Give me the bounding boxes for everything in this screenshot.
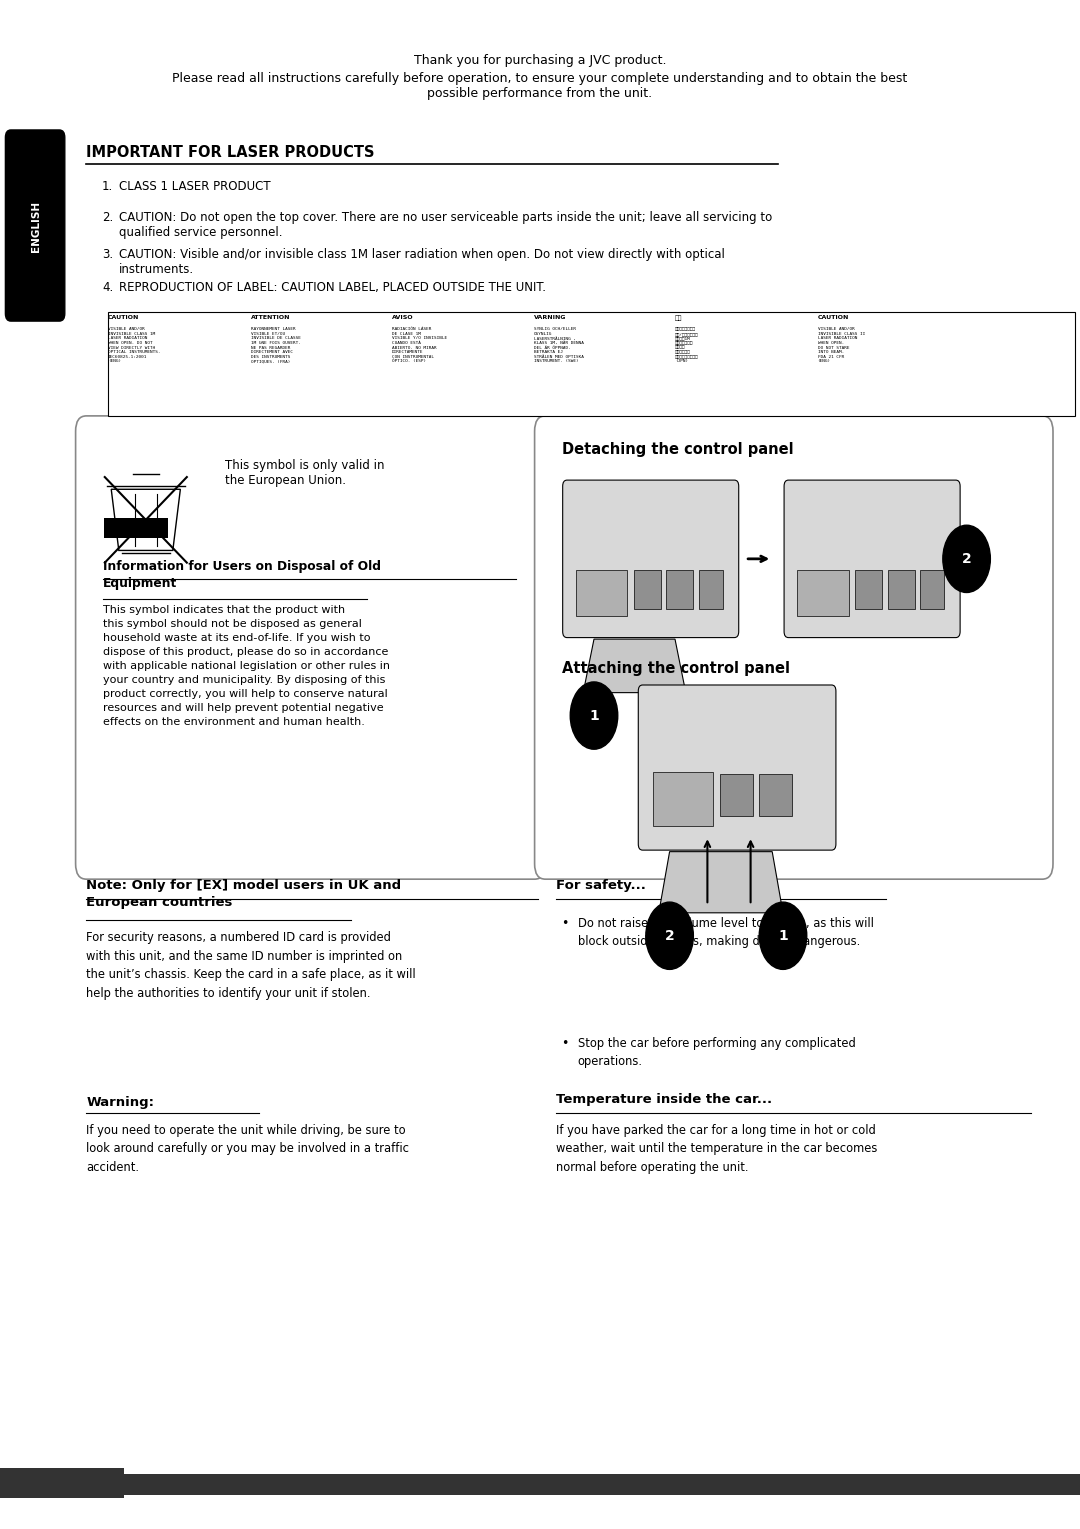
Text: VISIBLE AND/OR
INVISIBLE CLASS II
LASER RADIATION
WHEN OPEN.
DO NOT STARE
INTO B: VISIBLE AND/OR INVISIBLE CLASS II LASER … (818, 327, 865, 364)
FancyBboxPatch shape (535, 416, 1053, 879)
Text: CAUTION: CAUTION (108, 315, 139, 320)
Text: RAYONNEMENT LASER
VISIBLE ET/OU
INVISIBLE DE CLASSE
1M UNE FOIS OUVERT.
NE PAS R: RAYONNEMENT LASER VISIBLE ET/OU INVISIBL… (251, 327, 300, 364)
Text: ATTENTION: ATTENTION (251, 315, 291, 320)
Bar (0, 1468, 124, 1498)
Text: CAUTION: Do not open the top cover. There are no user serviceable parts inside t: CAUTION: Do not open the top cover. Ther… (119, 211, 772, 239)
Text: Detaching the control panel: Detaching the control panel (562, 442, 793, 457)
Text: 4.: 4. (103, 281, 113, 295)
Bar (634, 570, 661, 609)
FancyBboxPatch shape (784, 480, 960, 638)
Bar (0, 1474, 1080, 1495)
Circle shape (759, 902, 807, 969)
Bar (104, 518, 168, 538)
Text: RADIACIÓN LÁSER
DE CLASE 1M
VISIBLE Y/O INVISIBLE
CUANDO ESTÁ
ABIERTO. NO MIRAR
: RADIACIÓN LÁSER DE CLASE 1M VISIBLE Y/O … (392, 327, 447, 364)
Text: 2: 2 (961, 552, 972, 566)
Bar (653, 772, 713, 826)
Text: For safety...: For safety... (556, 879, 646, 893)
Bar (797, 570, 849, 616)
Text: Stop the car before performing any complicated
operations.: Stop the car before performing any compl… (578, 1037, 855, 1067)
Text: ENGLISH: ENGLISH (30, 200, 41, 252)
Text: VARNING: VARNING (534, 315, 566, 320)
Text: •: • (562, 917, 569, 931)
Text: 1: 1 (589, 708, 599, 723)
Text: 2: 2 (146, 1475, 157, 1491)
Text: If you have parked the car for a long time in hot or cold
weather, wait until th: If you have parked the car for a long ti… (556, 1124, 878, 1174)
Text: This symbol is only valid in
the European Union.: This symbol is only valid in the Europea… (225, 459, 384, 486)
Text: CAUTION: CAUTION (818, 315, 849, 320)
Text: Note: Only for [EX] model users in UK and
European countries: Note: Only for [EX] model users in UK an… (86, 879, 402, 910)
Text: This symbol indicates that the product with
this symbol should not be disposed a: This symbol indicates that the product w… (103, 605, 390, 728)
Bar (759, 774, 792, 816)
Text: VISIBLE AND/OR
INVISIBLE CLASS 1M
LASER RADIATION
WHEN OPEN. DO NOT
VIEW DIRECTL: VISIBLE AND/OR INVISIBLE CLASS 1M LASER … (108, 327, 161, 364)
Bar (108, 312, 1075, 416)
Circle shape (646, 902, 693, 969)
Text: •: • (562, 1037, 569, 1050)
Text: IMPORTANT FOR LASER PRODUCTS: IMPORTANT FOR LASER PRODUCTS (86, 145, 375, 161)
Bar (666, 570, 693, 609)
Text: Do not raise the volume level too much, as this will
block outside sounds, makin: Do not raise the volume level too much, … (578, 917, 874, 948)
Text: REPRODUCTION OF LABEL: CAUTION LABEL, PLACED OUTSIDE THE UNIT.: REPRODUCTION OF LABEL: CAUTION LABEL, PL… (119, 281, 545, 295)
Text: If you need to operate the unit while driving, be sure to
look around carefully : If you need to operate the unit while dr… (86, 1124, 409, 1174)
Text: 1: 1 (778, 928, 788, 943)
Bar (888, 570, 915, 609)
Text: Thank you for purchasing a JVC product.: Thank you for purchasing a JVC product. (414, 54, 666, 67)
Text: SYNLIG OCH/ELLER
OSYNLIG
LASERSTRÅLNING ,
KLASS 1M, NÄR DENNA
DEL ÄR ÖPPNAD.
BET: SYNLIG OCH/ELLER OSYNLIG LASERSTRÅLNING … (534, 327, 583, 364)
Text: Temperature inside the car...: Temperature inside the car... (556, 1093, 772, 1107)
FancyBboxPatch shape (563, 480, 739, 638)
Text: Warning:: Warning: (86, 1096, 154, 1110)
Bar (576, 570, 627, 616)
Bar (699, 570, 723, 609)
Bar (920, 570, 944, 609)
Circle shape (943, 524, 990, 592)
Text: CLASS 1 LASER PRODUCT: CLASS 1 LASER PRODUCT (119, 180, 270, 194)
Text: ここを開くと可視
及び/または不可視
のクラス1M
レーザー射射が
出ます。
光学機器で直
見ないでください。
(JPN): ここを開くと可視 及び/または不可視 のクラス1M レーザー射射が 出ます。 光… (675, 327, 699, 364)
Text: 1.: 1. (103, 180, 113, 194)
Text: AVISO: AVISO (392, 315, 414, 320)
Text: 2: 2 (664, 928, 675, 943)
Circle shape (570, 682, 618, 749)
Text: For security reasons, a numbered ID card is provided
with this unit, and the sam: For security reasons, a numbered ID card… (86, 931, 416, 1000)
Text: Please read all instructions carefully before operation, to ensure your complete: Please read all instructions carefully b… (173, 72, 907, 99)
FancyBboxPatch shape (5, 130, 65, 321)
Polygon shape (659, 852, 783, 913)
FancyBboxPatch shape (638, 685, 836, 850)
Text: Attaching the control panel: Attaching the control panel (562, 661, 789, 676)
FancyBboxPatch shape (76, 416, 545, 879)
Text: 2.: 2. (103, 211, 113, 225)
Polygon shape (583, 639, 686, 693)
Text: CAUTION: Visible and/or invisible class 1M laser radiation when open. Do not vie: CAUTION: Visible and/or invisible class … (119, 248, 725, 275)
Bar (720, 774, 753, 816)
Text: 3.: 3. (103, 248, 113, 261)
Bar (855, 570, 882, 609)
Text: Information for Users on Disposal of Old
Equipment: Information for Users on Disposal of Old… (103, 560, 380, 590)
Text: 注意: 注意 (675, 315, 683, 321)
